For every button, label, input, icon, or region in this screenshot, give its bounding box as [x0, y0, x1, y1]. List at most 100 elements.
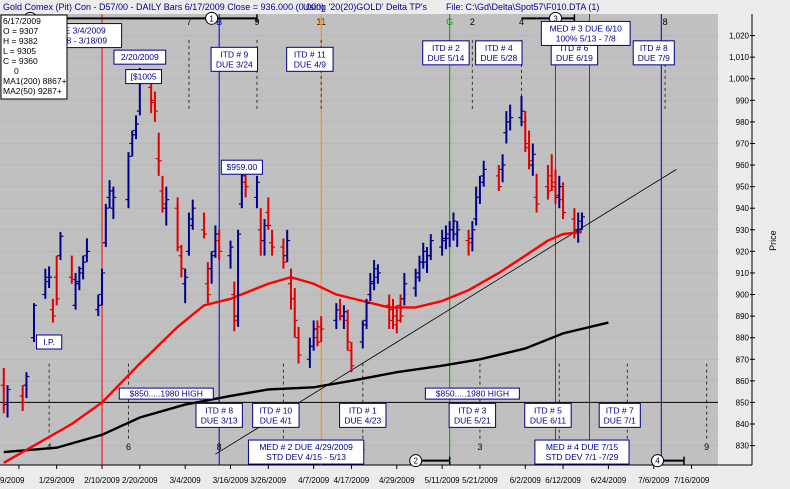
info-line: C = 9360 [3, 56, 38, 66]
price-tick-label: 1,010 [729, 53, 750, 62]
annotation-text: ITD # 8 [640, 43, 668, 53]
cycle-count-bottom: 9 [704, 442, 709, 452]
price-tick-label: 910 [736, 269, 750, 278]
cycle-circle-label: 1 [209, 14, 214, 23]
price-axis-panel [718, 14, 790, 465]
annotation-text: STD DEV 7/1 -7/29 [546, 452, 619, 462]
cycle-circle [409, 454, 423, 468]
price-tick-label: 940 [736, 204, 750, 213]
annotation-text: DUE 4/9 [294, 59, 326, 69]
date-tick-label: 1/29/2009 [39, 476, 75, 485]
price-tick-label: 850 [736, 398, 750, 407]
price-tick-label: 830 [736, 442, 750, 451]
support-label-box [424, 387, 520, 400]
annotation-text: ITD # 3 [458, 405, 486, 415]
annotation-box [448, 402, 497, 428]
price-tick-label: 860 [736, 377, 750, 386]
price-tick-label: 870 [736, 355, 750, 364]
cycle-count-top: 8 [663, 17, 668, 27]
annotation-text: DUE 5/21 [454, 415, 491, 425]
cycle-circle-label: 2 [413, 457, 418, 466]
annotation-box [247, 439, 365, 465]
price-tick-label: 980 [736, 118, 750, 127]
annotation-text: ITD # 7 [606, 405, 634, 415]
info-line: 6/17/2009 [3, 16, 41, 26]
cycle-circle-label: 3 [553, 14, 558, 23]
cycle-count-top: 11 [317, 17, 326, 27]
date-tick-label: 6/12/2009 [545, 476, 581, 485]
support-label-box [118, 387, 214, 400]
price-tick-label: 840 [736, 420, 750, 429]
annotation-box [195, 402, 243, 428]
annotation-box [220, 159, 263, 175]
date-tick-label: 9/2009 [0, 476, 25, 485]
price-tick-label: 930 [736, 226, 750, 235]
date-tick-label: 5/21/2009 [462, 476, 498, 485]
annotation-text: MED # 4 DUE 7/15 [546, 442, 619, 452]
info-line: 0 [14, 66, 19, 76]
annotation-box [286, 46, 334, 72]
price-tick-label: 920 [736, 247, 750, 256]
annotation-text: ITD # 11 [294, 49, 326, 59]
annotation-text: ITD # 8 [205, 405, 233, 415]
annotation-text: [$1005 [131, 72, 157, 82]
annotation-text: MED # 3 DUE 6/10 [550, 23, 623, 33]
cycle-count-bottom: 8 [217, 442, 222, 452]
annotation-box [524, 402, 572, 428]
annotation-box [422, 40, 470, 66]
price-tick-label: 970 [736, 139, 750, 148]
cycle-circle [651, 454, 665, 468]
cycle-letter: B [216, 17, 222, 27]
date-tick-label: 2/20/2009 [122, 476, 158, 485]
cycle-letter: O [318, 17, 325, 27]
annotation-text: DUE 4/1 [260, 415, 292, 425]
support-label: $850.....1980 HIGH [130, 389, 203, 399]
cycle-count-top: 2 [470, 17, 475, 27]
date-tick-label: 2/10/2009 [84, 476, 120, 485]
price-tick-label: 1,020 [729, 32, 750, 41]
annotation-box [125, 69, 162, 85]
annotation-box [339, 402, 387, 428]
info-line: MA1(200) 8867+ [3, 76, 67, 86]
study-label: Using '20(20)GOLD' Delta TP's [303, 2, 428, 12]
annotation-text: 2/20/2009 [121, 52, 159, 62]
price-tick-label: 950 [736, 183, 750, 192]
support-label: $850.....1980 HIGH [436, 389, 509, 399]
price-tick-label: 1,000 [729, 75, 750, 84]
date-tick-label: 6/24/2009 [591, 476, 627, 485]
price-tick-label: 880 [736, 334, 750, 343]
annotation-text: STD DEV 4/15 - 5/13 [266, 452, 346, 462]
cycle-count-bottom: 3 [477, 442, 482, 452]
date-tick-label: 3/4/2009 [170, 476, 202, 485]
date-axis-panel [0, 465, 790, 489]
date-tick-label: 7/16/2009 [674, 476, 710, 485]
cycle-circle-label: 4 [655, 457, 660, 466]
annotation-box [210, 46, 258, 72]
annotation-box [540, 20, 631, 46]
annotation-text: DUE 7/9 [638, 53, 670, 63]
price-tick-label: 900 [736, 291, 750, 300]
cycle-count-bottom: 4 [47, 442, 52, 452]
date-tick-label: 4/7/2009 [298, 476, 330, 485]
file-path: File: C:\Gd\Delta\Spot57\F010.DTA (1) [446, 2, 600, 12]
info-line: O = 9307 [3, 26, 38, 36]
date-tick-label: 7/6/2009 [638, 476, 670, 485]
date-tick-label: 6/2/2009 [510, 476, 542, 485]
annotation-box [632, 40, 675, 66]
annotation-text: DUE 7/1 [604, 415, 636, 425]
annotation-text: DUE 5/14 [427, 53, 464, 63]
price-tick-label: 990 [736, 96, 750, 105]
ma-50-line [3, 230, 583, 464]
date-tick-label: 3/26/2009 [251, 476, 287, 485]
annotation-text: ITD # 5 [534, 405, 562, 415]
info-line: H = 9382 [3, 36, 38, 46]
annotation-text: DUE 5/28 [480, 53, 517, 63]
date-tick-label: 4/29/2009 [379, 476, 415, 485]
annotation-text: ITD # 9 [220, 49, 248, 59]
annotation-box [598, 402, 641, 428]
annotation-text: DUE 3/13 [201, 415, 238, 425]
info-line: L = 9305 [3, 46, 36, 56]
annotation-text: $959.00 [226, 162, 257, 172]
date-tick-label: 5/11/2009 [425, 476, 461, 485]
